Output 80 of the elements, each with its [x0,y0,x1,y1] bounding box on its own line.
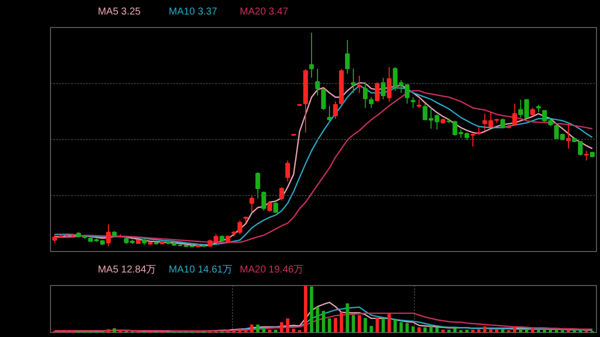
candlestick [356,75,362,94]
candlestick [261,190,266,212]
candlestick [255,172,260,199]
candlestick [380,77,386,100]
candlestick [512,103,518,126]
bar [388,313,391,332]
bar [524,329,528,332]
candlestick [321,88,326,111]
bar [292,328,296,332]
bar [441,330,445,332]
bar [572,330,576,332]
candlestick [106,224,111,247]
bar [286,318,290,332]
bar [226,330,230,332]
bar [471,330,474,332]
text: MA10 3.37 [168,6,218,18]
bar [268,330,272,332]
bar [334,318,338,332]
text: MA5 12.84万 [98,264,156,276]
candlestick [584,150,589,161]
bar [447,330,451,332]
candlestick [362,82,368,108]
bar [578,330,582,332]
candlestick [333,100,338,120]
text: MA20 19.46万 [240,264,304,276]
bar [364,318,367,332]
candlestick [279,186,284,201]
bar [548,330,552,332]
bar [310,286,314,332]
candlestick [470,133,476,147]
candlestick [345,39,350,74]
bar [513,326,516,332]
candlestick [368,96,374,108]
bar [382,318,385,332]
candlestick [249,194,254,213]
bar [429,326,433,332]
text: MA20 3.47 [240,6,289,18]
candlestick [315,68,320,96]
bar [250,324,254,332]
bar [316,307,320,332]
bar [328,318,332,332]
bar [489,329,492,332]
bar [376,318,379,332]
bar [566,330,570,332]
bar [465,330,469,332]
text: MA10 14.61万 [168,264,233,276]
bar [352,315,356,332]
bar [554,329,558,332]
bar [483,326,486,332]
candlestick [273,202,278,214]
candlestick [374,82,380,102]
bar [477,329,480,332]
candlestick [410,96,416,108]
bar [262,328,266,332]
text: MA5 3.25 [98,6,142,18]
candlestick [566,122,571,150]
bar [280,322,284,332]
bar [340,312,344,332]
candlestick [386,66,392,102]
bar [274,330,278,332]
candlestick [267,200,272,212]
candlestick [309,32,314,78]
bar [238,329,242,332]
bar [346,303,350,332]
bar [400,322,403,332]
bar [536,330,540,332]
candlestick [285,160,290,182]
bar [542,329,546,332]
bar [495,329,498,332]
bar [256,324,260,332]
bar [106,329,110,332]
bar [394,320,397,332]
bar [405,323,409,332]
bar [501,329,504,332]
bar [358,315,361,332]
candlestick [327,105,332,124]
bar [322,310,326,332]
bar [304,286,308,332]
bar [370,326,373,332]
bar [518,329,522,332]
